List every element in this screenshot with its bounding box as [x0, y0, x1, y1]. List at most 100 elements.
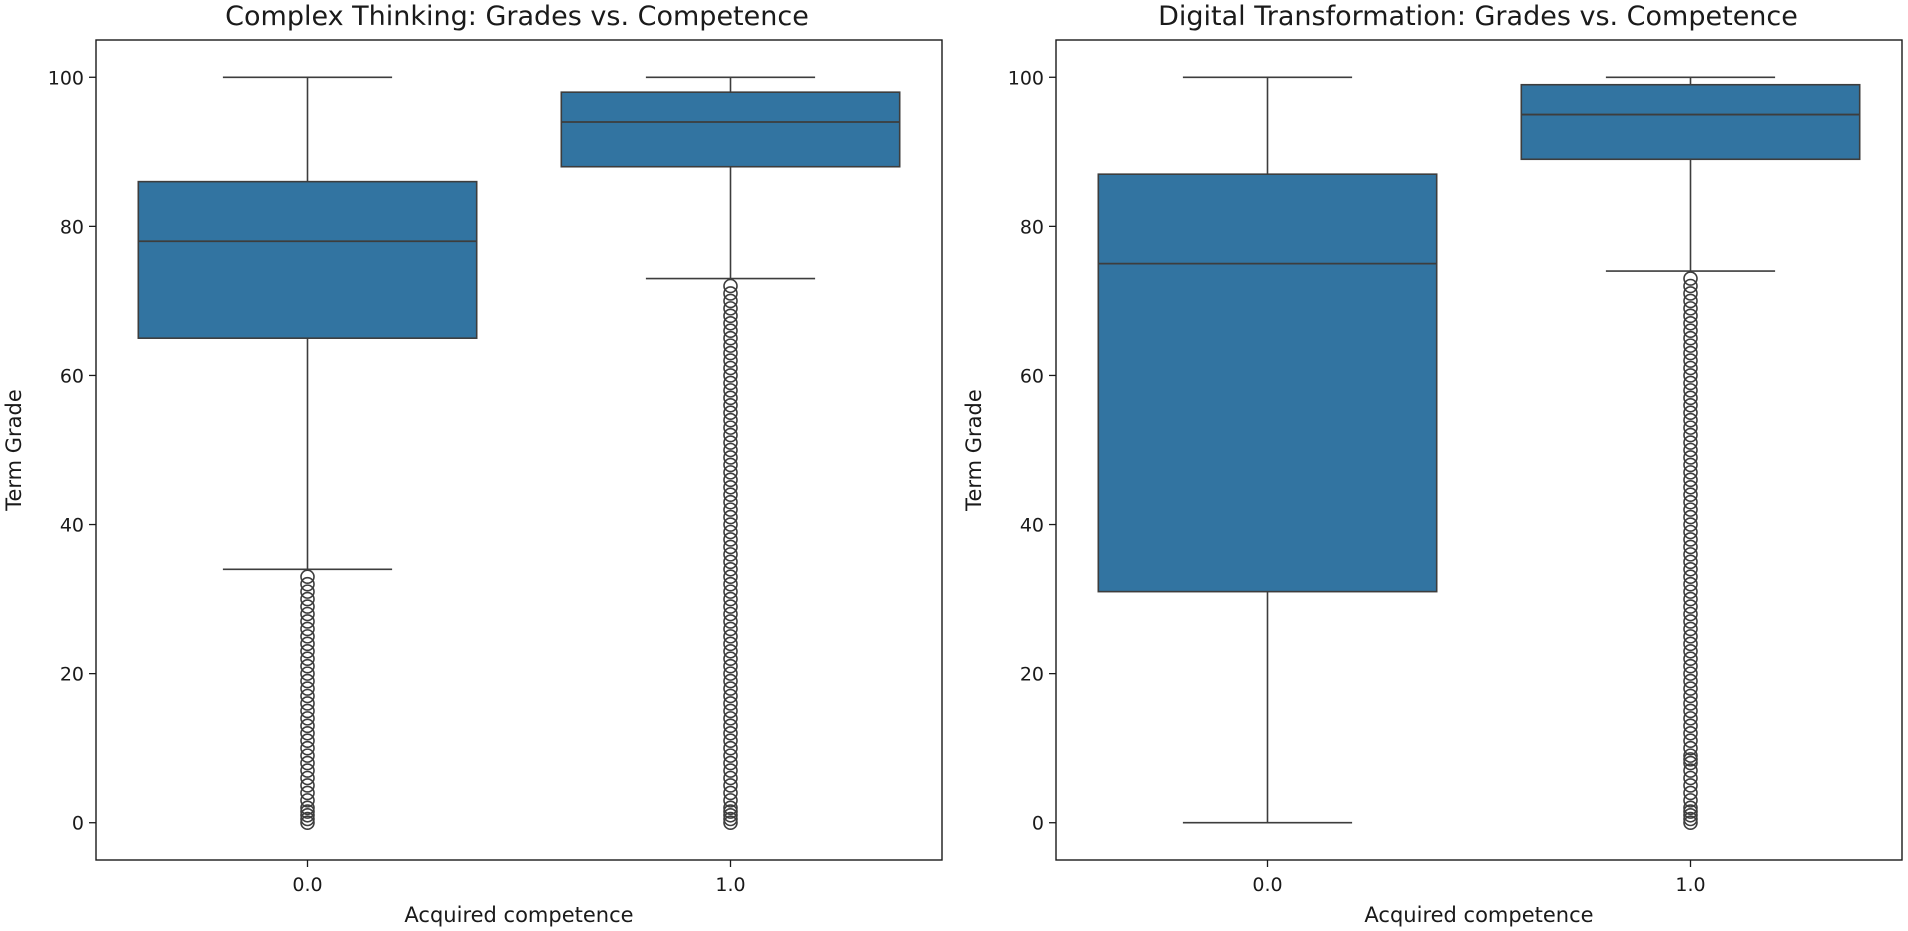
outlier-point: [1683, 718, 1698, 734]
outlier-point: [723, 301, 738, 316]
x-tick-label: 1.0: [1675, 874, 1705, 896]
outlier-point: [1683, 740, 1698, 756]
y-tick-label: 60: [1020, 365, 1044, 387]
outlier-point: [300, 807, 315, 823]
outlier-point: [723, 353, 738, 368]
y-tick-label: 80: [60, 216, 84, 238]
outlier-point: [300, 725, 315, 741]
outlier-point: [1683, 405, 1698, 421]
x-axis: 0.0 1.0: [292, 860, 746, 896]
outlier-point: [300, 591, 315, 607]
outlier-point: [723, 584, 738, 599]
outlier-point: [1683, 494, 1698, 510]
outlier-point: [1683, 353, 1698, 368]
outlier-point: [300, 711, 315, 726]
outlier-point: [300, 811, 315, 827]
outlier-point: [300, 718, 315, 734]
outlier-point: [723, 651, 738, 667]
outlier-point: [1683, 599, 1698, 614]
plot-frame: [95, 39, 943, 861]
outlier-point: [723, 703, 738, 719]
outlier-point: [723, 532, 738, 547]
outlier-point: [723, 479, 738, 495]
outlier-point: [1683, 688, 1698, 704]
x-axis-label: Acquired competence: [404, 903, 633, 927]
outlier-point: [723, 621, 738, 637]
outlier-point: [300, 696, 315, 711]
outlier-point: [1683, 315, 1698, 331]
outlier-point: [300, 643, 315, 659]
outlier-point: [300, 614, 315, 629]
outlier-point: [1683, 561, 1698, 577]
outlier-point: [723, 599, 738, 614]
y-axis: 0 20 40 60 80 100: [48, 67, 96, 835]
y-tick-label: 20: [1020, 664, 1044, 686]
outlier-point: [1683, 752, 1698, 767]
outlier-point: [1683, 643, 1698, 659]
outlier-point: [1683, 487, 1698, 503]
outlier-point: [1683, 532, 1698, 547]
outlier-point: [723, 733, 738, 749]
outlier-point: [1683, 479, 1698, 495]
chart-title: Digital Transformation: Grades vs. Compe…: [1158, 1, 1798, 32]
outlier-point: [1683, 606, 1698, 622]
outlier-point: [300, 636, 315, 652]
outlier-point: [723, 554, 738, 570]
y-axis-label: Term Grade: [2, 389, 26, 512]
box-1.0: [560, 76, 901, 831]
outlier-point: [1683, 472, 1698, 488]
outlier-point: [1683, 703, 1698, 719]
outlier-point: [723, 383, 738, 398]
outlier-point: [1683, 457, 1698, 473]
outlier-point: [1683, 330, 1698, 346]
outlier-point: [723, 561, 738, 577]
outlier-point: [1683, 584, 1698, 599]
outlier-point: [300, 778, 315, 793]
y-tick-label: 40: [60, 515, 84, 537]
outlier-point: [723, 696, 738, 711]
y-tick-label: 0: [72, 813, 84, 835]
outlier-point: [1683, 651, 1698, 667]
outlier-point: [1683, 711, 1698, 726]
outlier-point: [723, 539, 738, 555]
outlier-point: [723, 815, 738, 831]
outlier-point: [723, 368, 738, 383]
outlier-point: [1683, 375, 1698, 391]
outlier-point: [1683, 368, 1698, 383]
outlier-point: [1683, 420, 1698, 435]
box-0.0: [137, 76, 478, 831]
outlier-point: [723, 450, 738, 465]
outlier-point: [723, 591, 738, 607]
outlier-point: [723, 614, 738, 629]
x-tick-label: 0.0: [292, 874, 322, 896]
outlier-point: [300, 606, 315, 622]
outlier-point: [723, 293, 738, 309]
plot-marks: [137, 76, 901, 831]
outlier-point: [723, 748, 738, 763]
outlier-point: [1683, 576, 1698, 592]
y-tick-label: 0: [1032, 813, 1044, 835]
outlier-point: [723, 524, 738, 540]
y-tick-label: 100: [48, 67, 84, 89]
outlier-point: [300, 629, 315, 644]
outlier-point: [1683, 323, 1698, 339]
outlier-point: [1683, 629, 1698, 644]
outlier-point: [723, 330, 738, 346]
outlier-point: [723, 308, 738, 324]
outlier-point: [723, 487, 738, 503]
outlier-point: [300, 755, 315, 771]
outlier-point: [723, 807, 738, 823]
outlier-point: [723, 785, 738, 801]
outlier-point: [723, 420, 738, 435]
x-tick-label: 0.0: [1252, 874, 1282, 896]
outlier-point: [723, 547, 738, 562]
outlier-point: [723, 435, 738, 450]
outlier-point: [300, 584, 315, 599]
outlier-point: [723, 427, 738, 443]
x-axis-label: Acquired competence: [1364, 903, 1593, 927]
outlier-point: [723, 390, 738, 406]
outlier-point: [300, 793, 315, 808]
outlier-point: [1683, 547, 1698, 562]
outlier-point: [300, 815, 315, 831]
